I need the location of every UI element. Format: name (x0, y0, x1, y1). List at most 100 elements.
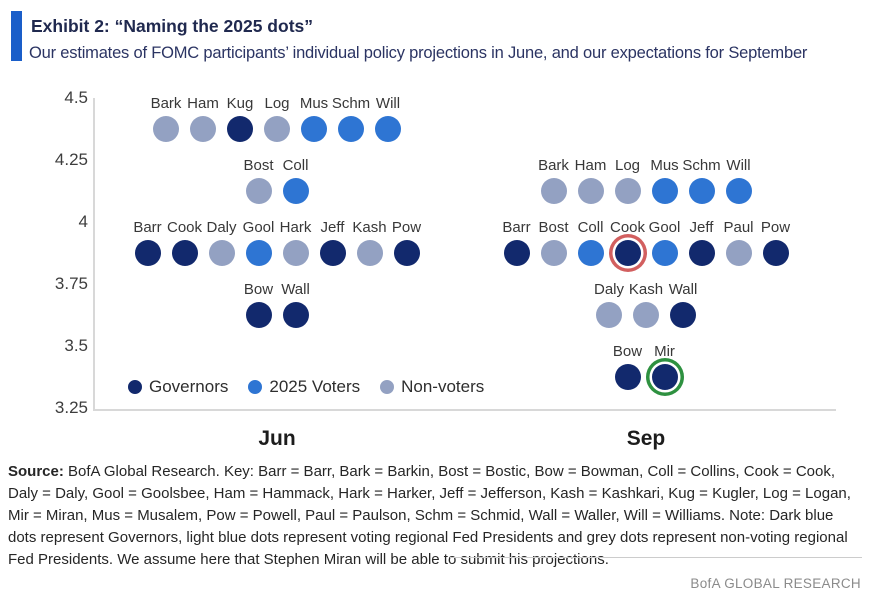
dot-label-barr: Barr (502, 219, 531, 236)
y-axis-tick-label: 3.75 (54, 274, 88, 293)
dot-hark-jun (282, 240, 309, 266)
legend-item-voter: 2025 Voters (248, 377, 360, 397)
dot-wall-sep (670, 302, 696, 328)
legend-swatch-voter (248, 380, 263, 394)
legend-item-nonvoter: Non-voters (380, 377, 484, 397)
dot-plot: Governors 2025 Voters Non-voters 4.5 4.25 4 3… (54, 88, 836, 450)
dot-label-daly: Daly (206, 219, 237, 236)
dot-mir-sep (651, 364, 678, 390)
dot-schm-jun (338, 116, 364, 142)
dot-bark-jun (153, 116, 179, 142)
dot-label-mus: Mus (299, 95, 329, 112)
dot-label-mir: Mir (654, 343, 675, 360)
dot-label-jeff: Jeff (689, 219, 714, 236)
legend-label-governor: Governors (149, 377, 229, 396)
dot-gool-sep (651, 240, 678, 266)
dot-paul-sep (725, 240, 752, 266)
dot-label-hark: Hark (279, 219, 312, 236)
source-text: BofA Global Research. Key: Barr = Barr, … (8, 463, 851, 568)
dot-label-bost: Bost (538, 219, 569, 236)
legend-label-voter: 2025 Voters (269, 377, 361, 396)
dot-daly-sep (596, 302, 622, 328)
dot-label-pow: Pow (391, 219, 422, 236)
dot-label-bost: Bost (243, 157, 274, 174)
dot-label-paul: Paul (723, 219, 754, 236)
dot-log-sep (614, 178, 641, 204)
dot-will-jun (375, 116, 401, 142)
y-axis-tick-label: 3.5 (64, 336, 88, 355)
dot-label-schm: Schm (331, 95, 371, 112)
group-label-sep: Sep (626, 427, 666, 450)
dot-label-mus: Mus (650, 157, 679, 174)
dot-label-log: Log (264, 95, 290, 112)
legend-item-governor: Governors (128, 377, 228, 397)
dot-label-wall: Wall (668, 281, 698, 298)
dot-label-ham: Ham (574, 157, 607, 174)
dot-label-will: Will (726, 157, 751, 174)
legend-swatch-governor (128, 380, 142, 394)
dot-log-jun (264, 116, 290, 142)
dot-kug-jun (227, 116, 253, 142)
legend-swatch-nonvoter (380, 380, 395, 394)
dot-label-cook: Cook (609, 219, 646, 236)
dot-label-daly: Daly (593, 281, 624, 298)
dot-pow-jun (393, 240, 420, 266)
dot-label-schm: Schm (682, 157, 721, 174)
legend: Governors 2025 Voters Non-voters (128, 377, 484, 397)
dot-label-barr: Barr (133, 219, 162, 236)
dot-label-bark: Bark (150, 95, 182, 112)
dot-bow-jun (245, 302, 272, 328)
dot-label-pow: Pow (760, 219, 791, 236)
dot-label-kash: Kash (628, 281, 664, 298)
dot-pow-sep (762, 240, 789, 266)
y-axis-line (93, 98, 95, 411)
dot-daly-jun (208, 240, 235, 266)
dot-label-coll: Coll (282, 157, 309, 174)
dot-label-log: Log (614, 157, 641, 174)
y-axis-tick-label: 4.25 (54, 150, 88, 169)
exhibit-title: Exhibit 2: “Naming the 2025 dots” (31, 16, 313, 36)
dot-label-coll: Coll (577, 219, 604, 236)
y-axis-tick-label: 4.5 (64, 88, 88, 107)
dot-label-cook: Cook (166, 219, 203, 236)
dot-kash-jun (356, 240, 383, 266)
dot-label-wall: Wall (281, 281, 310, 298)
group-label-jun: Jun (258, 427, 296, 450)
dot-bow-sep (614, 364, 641, 390)
dot-will-sep (725, 178, 752, 204)
dot-bost-jun (245, 178, 272, 204)
dot-ham-jun (190, 116, 216, 142)
dot-label-kug: Kug (226, 95, 254, 112)
dot-barr-sep (503, 240, 530, 266)
x-axis-line (93, 409, 836, 411)
dot-coll-jun (282, 178, 309, 204)
exhibit-subtitle: Our estimates of FOMC participants’ indi… (29, 44, 808, 62)
dot-schm-sep (688, 178, 715, 204)
dot-cook-sep (614, 240, 641, 266)
dot-kash-sep (633, 302, 659, 328)
source-note: Source: BofA Global Research. Key: Barr … (8, 461, 857, 571)
dot-ham-sep (577, 178, 604, 204)
dot-label-ham: Ham (187, 95, 219, 112)
dot-coll-sep (577, 240, 604, 266)
dot-label-jeff: Jeff (320, 219, 345, 236)
y-axis-tick-label: 3.25 (54, 398, 88, 417)
dot-label-bow: Bow (243, 281, 274, 298)
dot-bost-sep (540, 240, 567, 266)
legend-label-nonvoter: Non-voters (401, 377, 485, 396)
brand-divider (450, 557, 862, 558)
dot-jeff-jun (319, 240, 346, 266)
dot-label-will: Will (375, 95, 401, 112)
dot-jeff-sep (688, 240, 715, 266)
brand-label: BofA GLOBAL RESEARCH (690, 576, 861, 591)
dot-bark-sep (540, 178, 567, 204)
dot-label-gool: Gool (648, 219, 681, 236)
dot-gool-jun (245, 240, 272, 266)
dot-label-gool: Gool (242, 219, 275, 236)
dot-label-bow: Bow (612, 343, 643, 360)
dot-mus-jun (301, 116, 327, 142)
dot-label-kash: Kash (352, 219, 387, 236)
exhibit-accent-bar (11, 11, 22, 61)
dot-label-bark: Bark (538, 157, 569, 174)
dot-mus-sep (651, 178, 678, 204)
